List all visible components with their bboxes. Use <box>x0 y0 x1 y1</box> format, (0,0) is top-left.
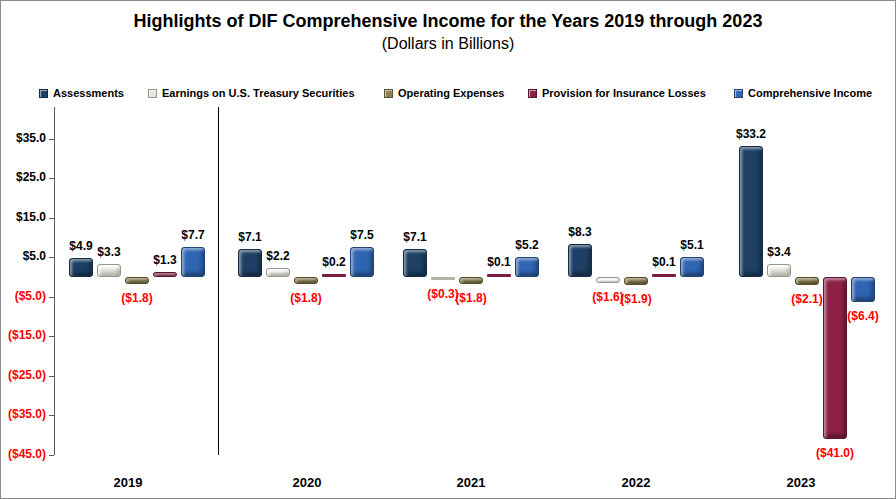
legend-item-5: Comprehensive Income <box>734 87 872 99</box>
y-axis-tick <box>49 139 54 140</box>
value-label-2023-5: ($6.4) <box>847 309 878 323</box>
legend-label: Comprehensive Income <box>748 87 872 99</box>
value-label-2021-2: ($0.3) <box>427 287 458 301</box>
value-label-2022-1: $8.3 <box>568 225 591 239</box>
legend-swatch-icon <box>528 89 537 98</box>
legend-swatch-icon <box>384 89 393 98</box>
y-axis-tick <box>49 178 54 179</box>
legend-label: Provision for Insurance Losses <box>542 87 706 99</box>
x-axis-label-2020: 2020 <box>293 475 322 490</box>
bar-2022-3 <box>624 277 648 285</box>
bar-2022-2 <box>596 277 620 283</box>
value-label-2019-4: $1.3 <box>153 253 176 267</box>
legend-item-3: Operating Expenses <box>384 87 504 99</box>
bar-2019-1 <box>69 258 93 277</box>
value-label-2022-2: ($1.6) <box>592 290 623 304</box>
y-axis-tick <box>49 415 54 416</box>
y-axis-tick-label: ($15.0) <box>1 328 46 342</box>
value-label-2023-3: ($2.1) <box>791 292 822 306</box>
bar-2022-5 <box>680 257 704 277</box>
value-label-2020-3: ($1.8) <box>290 291 321 305</box>
bar-2020-4 <box>322 274 346 277</box>
bar-2023-2 <box>767 264 791 277</box>
value-label-2019-3: ($1.8) <box>121 291 152 305</box>
bar-2021-3 <box>459 277 483 284</box>
y-axis-tick-label: $25.0 <box>1 170 46 184</box>
value-label-2019-1: $4.9 <box>69 239 92 253</box>
x-axis-label-2023: 2023 <box>787 475 816 490</box>
legend-label: Operating Expenses <box>398 87 504 99</box>
value-label-2021-1: $7.1 <box>403 230 426 244</box>
y-axis-tick-label: $35.0 <box>1 131 46 145</box>
legend-item-1: Assessments <box>39 87 124 99</box>
y-axis-tick <box>49 257 54 258</box>
bar-2021-4 <box>487 274 511 277</box>
bar-2020-5 <box>350 247 374 277</box>
bar-2021-1 <box>403 249 427 277</box>
bar-2021-2 <box>431 277 455 280</box>
value-label-2021-4: $0.1 <box>487 255 510 269</box>
dif-comprehensive-income-chart: Highlights of DIF Comprehensive Income f… <box>0 0 896 499</box>
value-label-2022-5: $5.1 <box>680 238 703 252</box>
bar-2023-1 <box>739 146 763 277</box>
x-axis-label-2021: 2021 <box>457 475 486 490</box>
y-axis-tick-label: ($25.0) <box>1 368 46 382</box>
bar-2022-4 <box>652 274 676 277</box>
bar-2022-1 <box>568 244 592 277</box>
legend-swatch-icon <box>39 89 48 98</box>
bar-2019-5 <box>181 247 205 277</box>
value-label-2021-5: $5.2 <box>515 238 538 252</box>
divider-line <box>218 107 219 455</box>
value-label-2019-2: $3.3 <box>97 245 120 259</box>
chart-subtitle: (Dollars in Billions) <box>1 35 895 53</box>
value-label-2023-4: ($41.0) <box>816 446 854 460</box>
value-label-2020-1: $7.1 <box>238 230 261 244</box>
y-axis-tick-label: $5.0 <box>1 249 46 263</box>
value-label-2020-4: $0.2 <box>322 255 345 269</box>
value-label-2022-3: ($1.9) <box>620 292 651 306</box>
y-axis-tick-label: ($45.0) <box>1 447 46 461</box>
y-axis-tick <box>49 455 54 456</box>
y-axis-tick <box>49 336 54 337</box>
x-axis-label-2022: 2022 <box>622 475 651 490</box>
bar-2021-5 <box>515 257 539 278</box>
value-label-2020-5: $7.5 <box>350 228 373 242</box>
chart-title: Highlights of DIF Comprehensive Income f… <box>1 11 895 32</box>
legend-item-4: Provision for Insurance Losses <box>528 87 706 99</box>
legend-label: Assessments <box>53 87 124 99</box>
bar-2020-2 <box>266 268 290 277</box>
y-axis-tick-label: $15.0 <box>1 210 46 224</box>
y-axis-line <box>54 107 55 455</box>
bar-2023-4 <box>823 277 847 439</box>
bar-2020-1 <box>238 249 262 277</box>
x-axis-label-2019: 2019 <box>114 475 143 490</box>
value-label-2021-3: ($1.8) <box>455 291 486 305</box>
y-axis-tick-label: ($35.0) <box>1 407 46 421</box>
bar-2019-2 <box>97 264 121 277</box>
legend-swatch-icon <box>148 89 157 98</box>
legend-swatch-icon <box>734 89 743 98</box>
value-label-2023-1: $33.2 <box>736 127 766 141</box>
bar-2019-3 <box>125 277 149 284</box>
legend-label: Earnings on U.S. Treasury Securities <box>162 87 355 99</box>
bar-2023-3 <box>795 277 819 285</box>
y-axis-tick <box>49 297 54 298</box>
legend-item-2: Earnings on U.S. Treasury Securities <box>148 87 355 99</box>
value-label-2022-4: $0.1 <box>652 255 675 269</box>
y-axis-tick <box>49 218 54 219</box>
value-label-2023-2: $3.4 <box>767 245 790 259</box>
y-axis-tick <box>49 376 54 377</box>
value-label-2020-2: $2.2 <box>266 249 289 263</box>
value-label-2019-5: $7.7 <box>181 228 204 242</box>
y-axis-tick-label: ($5.0) <box>1 289 46 303</box>
bar-2020-3 <box>294 277 318 284</box>
bar-2019-4 <box>153 272 177 277</box>
bar-2023-5 <box>851 277 875 302</box>
